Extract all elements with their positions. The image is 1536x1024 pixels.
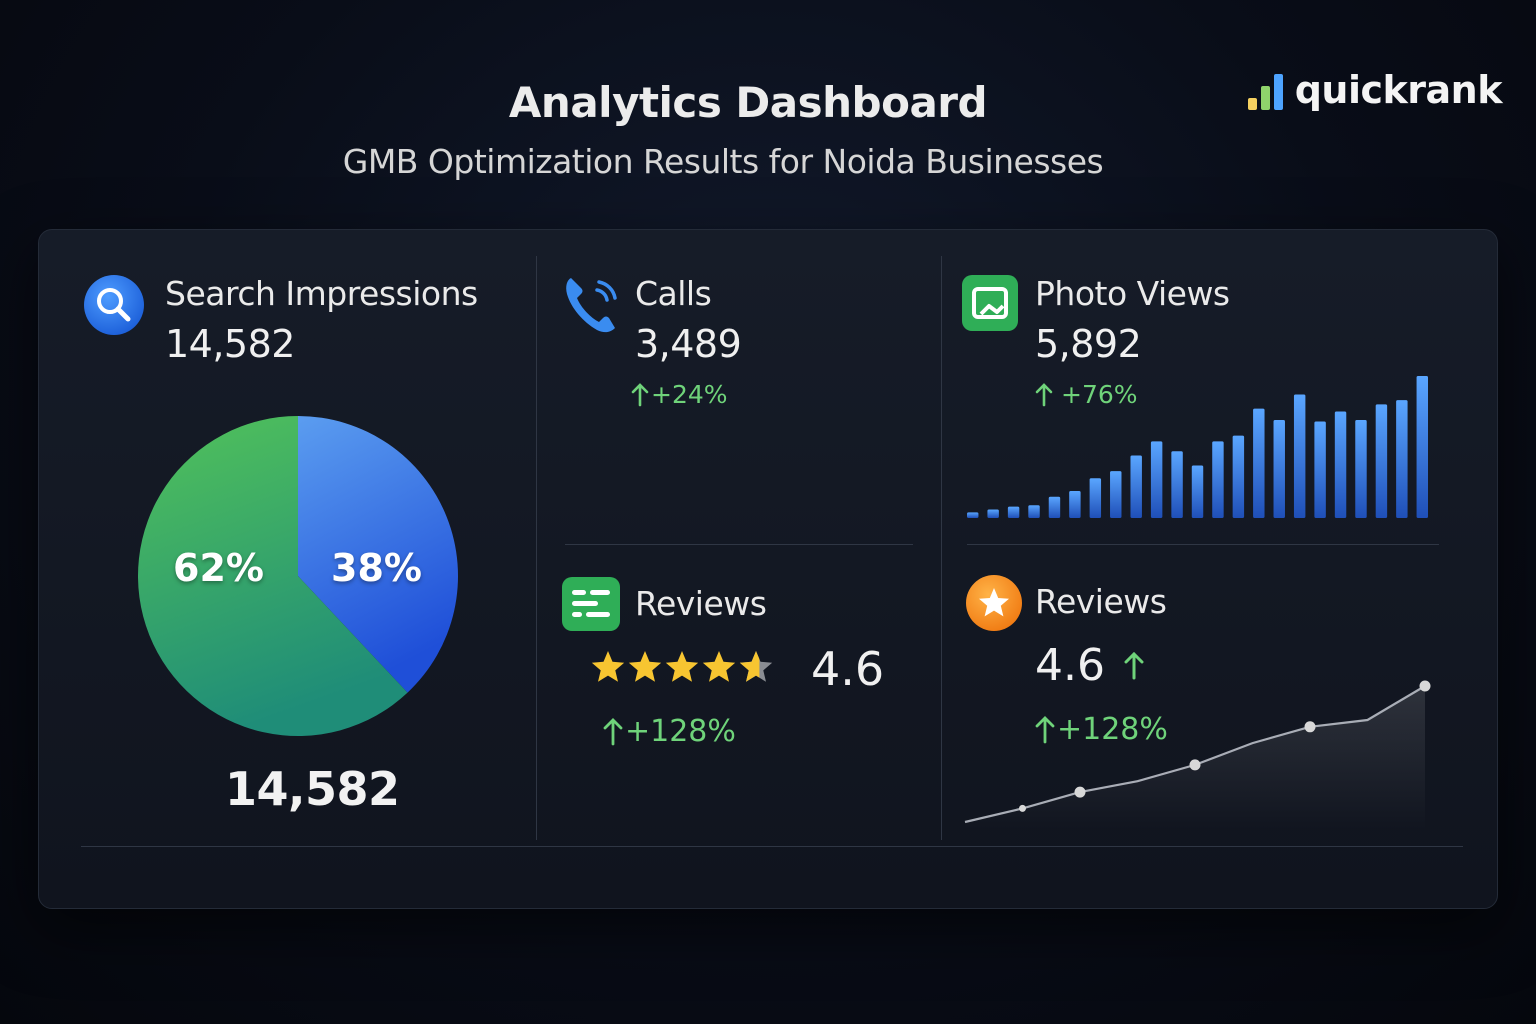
photo-views-delta: +76% bbox=[1035, 380, 1138, 409]
photo-views-bar bbox=[1048, 496, 1061, 518]
pie-label-green: 62% bbox=[173, 546, 264, 590]
calls-value: 3,489 bbox=[635, 322, 742, 366]
star-partial-fill bbox=[739, 651, 760, 682]
photo-views-bar bbox=[1355, 420, 1367, 518]
photo-icon bbox=[961, 274, 1019, 332]
brand-name: quickrank bbox=[1294, 68, 1503, 112]
photo-views-bar bbox=[1089, 478, 1102, 518]
calls-title: Calls bbox=[635, 274, 712, 313]
reviews-right-delta: +128% bbox=[1035, 712, 1168, 747]
trend-point bbox=[1419, 680, 1431, 692]
up-arrow-icon bbox=[1035, 382, 1053, 406]
star-icon bbox=[591, 651, 625, 682]
calls-delta-value: +24% bbox=[651, 380, 728, 409]
pie-slice-blue bbox=[298, 416, 458, 693]
page-title: Analytics Dashboard bbox=[508, 78, 988, 127]
brand-logo[interactable]: quickrank bbox=[1247, 68, 1503, 112]
bottom-divider bbox=[81, 846, 1463, 847]
reviews-left-title: Reviews bbox=[635, 584, 767, 623]
row-divider-middle bbox=[565, 544, 913, 545]
search-icon bbox=[83, 274, 145, 336]
star-rating bbox=[591, 651, 773, 682]
reviews-trend-line-chart bbox=[964, 680, 1431, 830]
reviews-left-rating: 4.6 bbox=[811, 642, 885, 696]
reviews-right-delta-value: +128% bbox=[1057, 712, 1168, 747]
brand-bar bbox=[1273, 74, 1283, 110]
reviews-left-delta: +128% bbox=[603, 714, 736, 749]
star-icon bbox=[665, 651, 699, 682]
star-icon bbox=[628, 651, 662, 682]
photo-views-bar bbox=[1110, 471, 1122, 518]
star-icon bbox=[702, 651, 736, 682]
up-arrow-icon bbox=[1124, 651, 1144, 679]
row-divider-right bbox=[967, 544, 1439, 545]
search-impressions-title: Search Impressions bbox=[165, 274, 478, 313]
calls-delta: +24% bbox=[631, 380, 728, 409]
photo-views-bar bbox=[967, 512, 979, 518]
column-divider-1 bbox=[536, 256, 537, 840]
photo-views-bar bbox=[1273, 420, 1285, 518]
trend-area bbox=[965, 686, 1425, 830]
trend-point bbox=[1189, 759, 1201, 771]
brand-bars-icon bbox=[1247, 72, 1283, 110]
photo-views-bar bbox=[1171, 451, 1183, 518]
photo-views-bar bbox=[1212, 441, 1224, 518]
reviews-right-rating: 4.6 bbox=[1035, 640, 1105, 691]
photo-views-value: 5,892 bbox=[1035, 322, 1142, 366]
reviews-left-delta-value: +128% bbox=[625, 714, 736, 749]
up-arrow-icon bbox=[603, 717, 623, 745]
photo-views-bar bbox=[1334, 411, 1347, 518]
reviews-list-icon bbox=[561, 576, 621, 632]
brand-bar bbox=[1260, 86, 1270, 110]
photo-views-bar bbox=[1253, 408, 1265, 518]
trend-point bbox=[1304, 721, 1316, 733]
pie-slice-green bbox=[137, 416, 408, 736]
trend-point bbox=[1074, 786, 1086, 798]
star-badge-icon bbox=[965, 574, 1023, 632]
photo-views-bar bbox=[1191, 465, 1204, 518]
search-impressions-value: 14,582 bbox=[165, 322, 295, 366]
photo-views-bar bbox=[1375, 404, 1388, 518]
photo-views-bar bbox=[987, 509, 999, 518]
up-arrow-icon bbox=[1035, 715, 1055, 743]
photo-views-bar bbox=[1007, 506, 1020, 518]
search-impressions-total: 14,582 bbox=[225, 762, 400, 816]
impressions-pie-chart bbox=[137, 416, 458, 736]
photo-views-title: Photo Views bbox=[1035, 274, 1230, 313]
reviews-right-rating-row: 4.6 bbox=[1035, 640, 1145, 691]
photo-views-bar bbox=[1069, 491, 1081, 518]
photo-views-bar bbox=[1130, 455, 1142, 518]
photo-views-bar bbox=[1314, 421, 1326, 518]
pie-label-blue: 38% bbox=[331, 546, 422, 590]
photo-views-delta-value: +76% bbox=[1061, 380, 1138, 409]
phone-icon bbox=[561, 272, 623, 336]
trend-point bbox=[1019, 804, 1026, 812]
photo-views-bar bbox=[1293, 394, 1306, 518]
photo-views-bar bbox=[1396, 400, 1408, 518]
brand-bar bbox=[1247, 98, 1257, 110]
up-arrow-icon bbox=[631, 382, 649, 406]
page-subtitle: GMB Optimization Results for Noida Busin… bbox=[342, 142, 1104, 181]
photo-views-bar bbox=[1232, 435, 1245, 518]
photo-views-bar bbox=[1028, 505, 1040, 518]
photo-views-bar bbox=[1416, 376, 1429, 518]
metrics-panel: Search Impressions 14,582 62% 38% 14,582… bbox=[38, 229, 1498, 909]
reviews-right-title: Reviews bbox=[1035, 582, 1167, 621]
photo-views-bar-chart bbox=[967, 376, 1429, 518]
photo-views-bar bbox=[1150, 441, 1163, 518]
column-divider-2 bbox=[941, 256, 942, 840]
